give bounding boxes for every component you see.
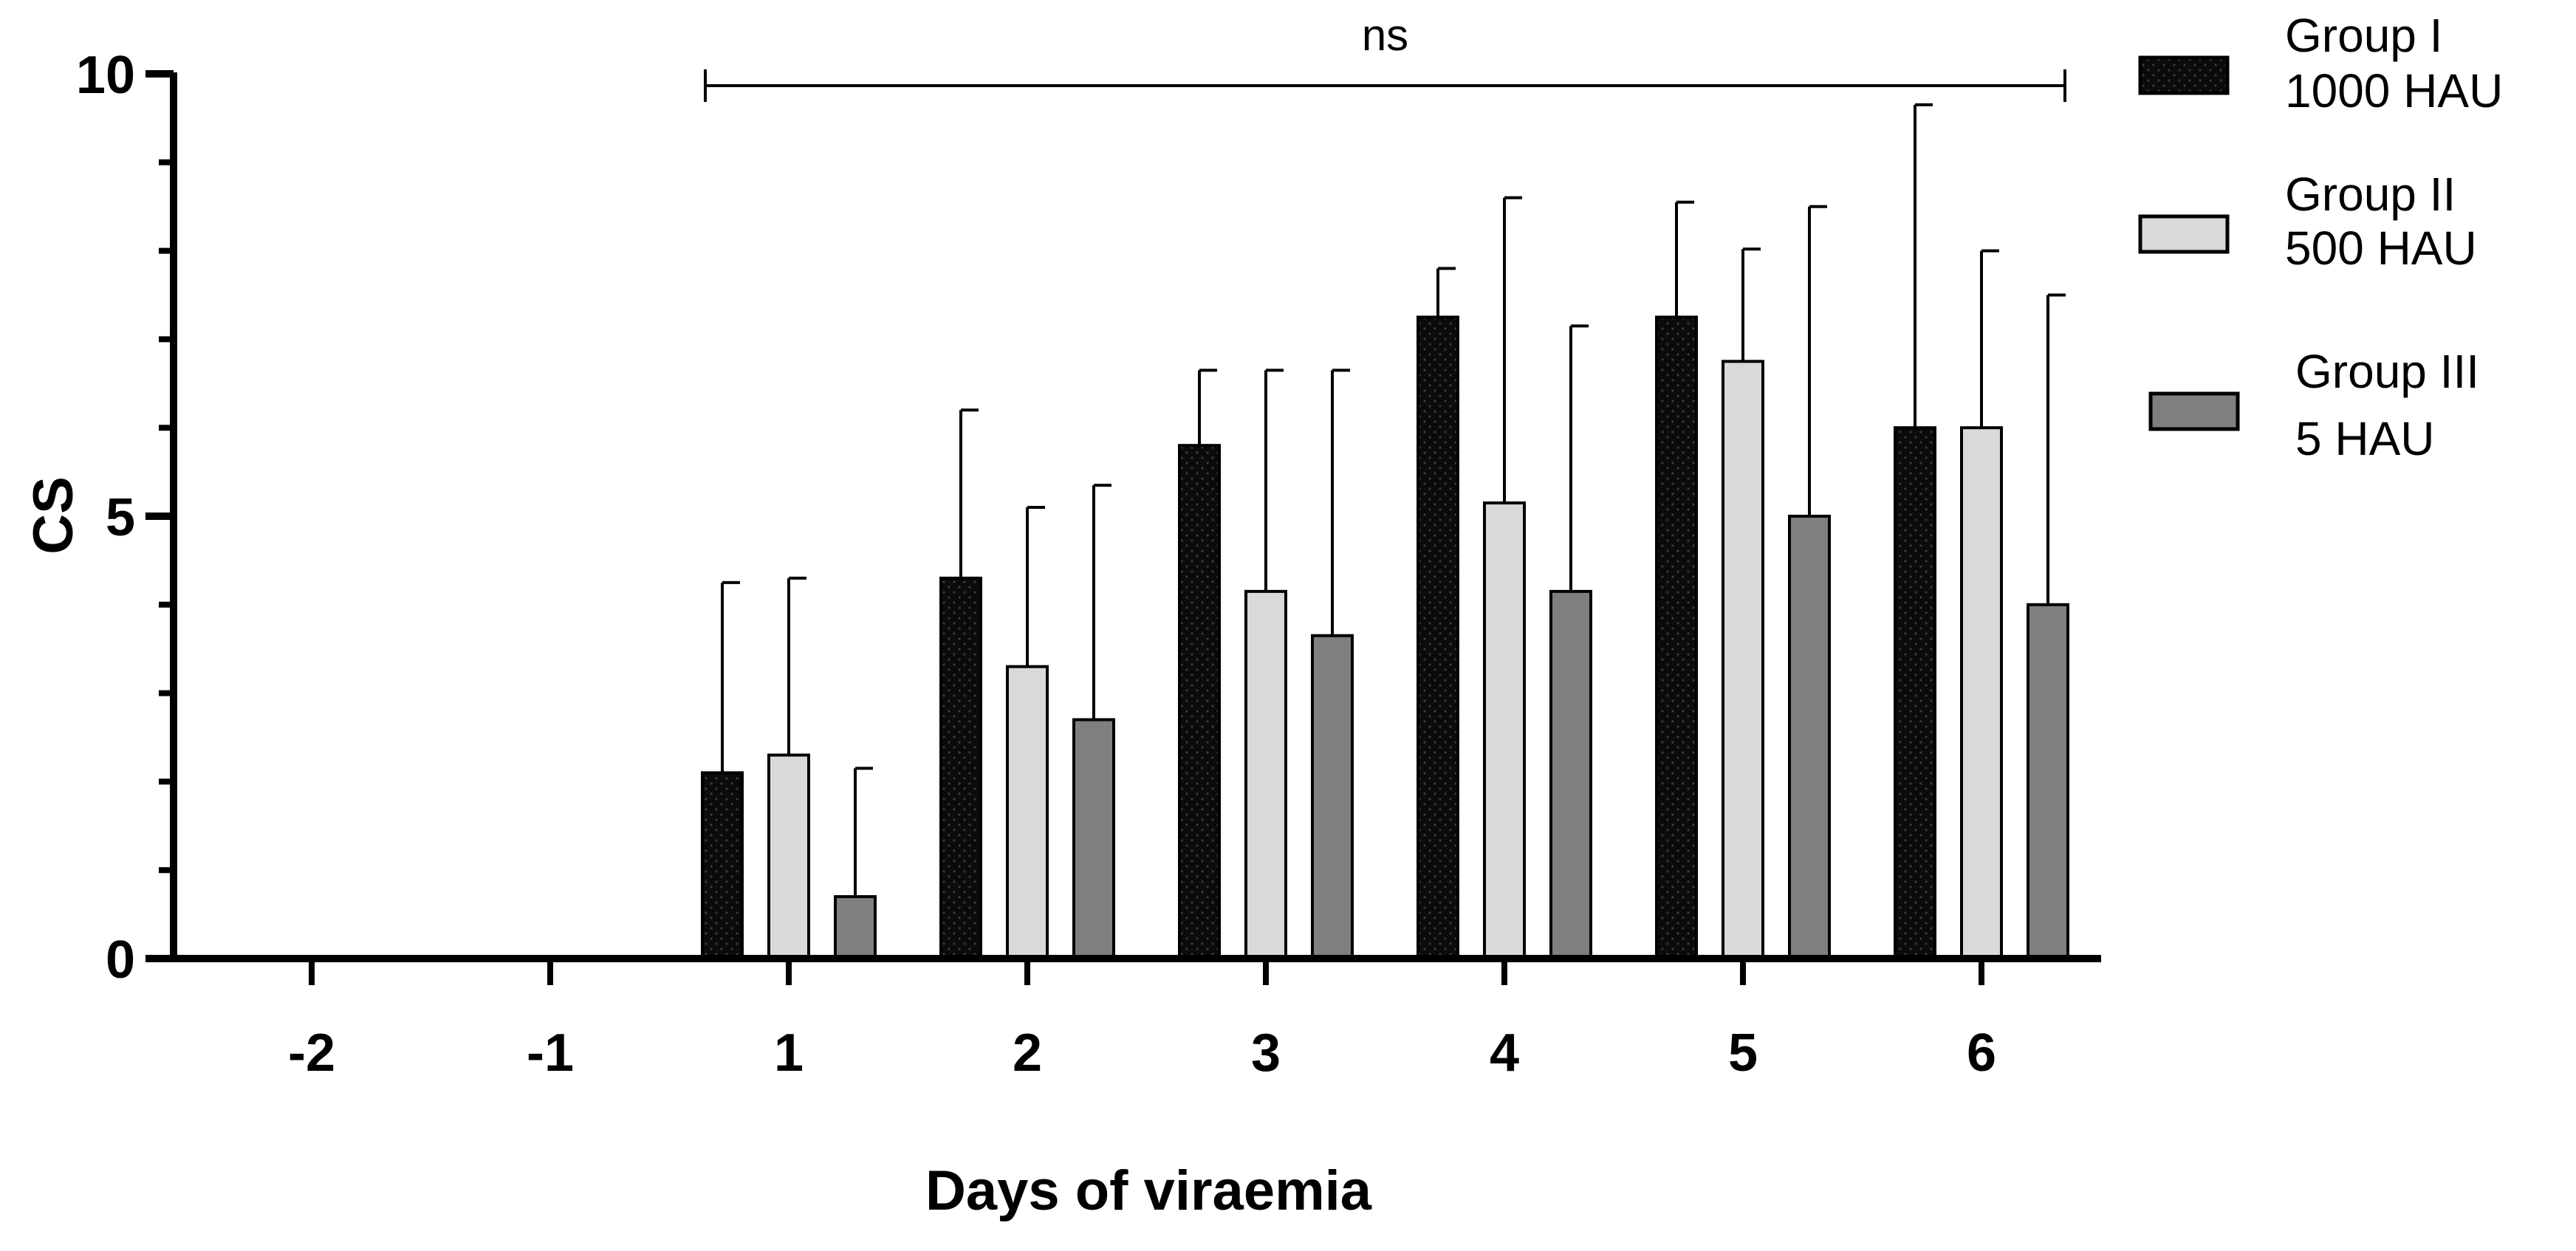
y-tick-label-10: 10 [76, 46, 135, 105]
x-tick-label-1: 1 [774, 1024, 804, 1083]
y-tick-label-5: 5 [106, 488, 135, 547]
y-tick-label-0: 0 [106, 930, 135, 990]
bar-3-5 [1788, 515, 1831, 960]
legend-label-2-line1: Group II [2285, 168, 2456, 221]
legend-swatch-1 [2138, 55, 2230, 95]
x-tick-label--1: -1 [527, 1024, 574, 1083]
legend-label-1-line2: 1000 HAU [2285, 64, 2503, 117]
x-tick-label--2: -2 [288, 1024, 335, 1083]
bar-2-2 [1006, 665, 1049, 960]
bar-1-5 [1655, 315, 1698, 960]
legend-label-1-line1: Group I [2285, 9, 2442, 62]
x-tick-label-6: 6 [1967, 1024, 1996, 1083]
bar-3-1 [834, 895, 877, 961]
bar-1-4 [1417, 315, 1459, 960]
x-tick-label-4: 4 [1490, 1024, 1519, 1083]
legend-label-3-line2: 5 HAU [2295, 412, 2435, 465]
bar-1-3 [1178, 444, 1221, 960]
y-axis-title: CS [22, 476, 85, 555]
bar-1-1 [701, 771, 744, 961]
legend-label-3-line1: Group III [2295, 345, 2479, 398]
bar-3-6 [2027, 603, 2069, 960]
x-tick-label-5: 5 [1728, 1024, 1758, 1083]
bar-1-2 [939, 576, 982, 960]
x-axis-title: Days of viraemia [925, 1159, 1372, 1222]
bar-2-5 [1722, 360, 1764, 961]
bar-1-6 [1894, 426, 1936, 960]
legend-swatch-3 [2148, 391, 2240, 431]
bar-2-3 [1244, 589, 1287, 961]
x-tick-label-2: 2 [1013, 1024, 1042, 1083]
bar-2-1 [767, 753, 810, 961]
legend-swatch-2 [2138, 214, 2230, 254]
x-tick-label-3: 3 [1251, 1024, 1281, 1083]
legend-label-2-line2: 500 HAU [2285, 222, 2477, 275]
bar-3-4 [1549, 589, 1592, 961]
bar-2-6 [1960, 426, 2003, 960]
plot-area: 0 5 10 -2 -1 1 2 3 4 5 6 [76, 46, 2101, 1083]
bar-3-2 [1072, 718, 1115, 960]
bar-2-4 [1483, 501, 1526, 960]
bar-3-3 [1311, 634, 1354, 960]
significance-label: ns [1362, 10, 1408, 60]
